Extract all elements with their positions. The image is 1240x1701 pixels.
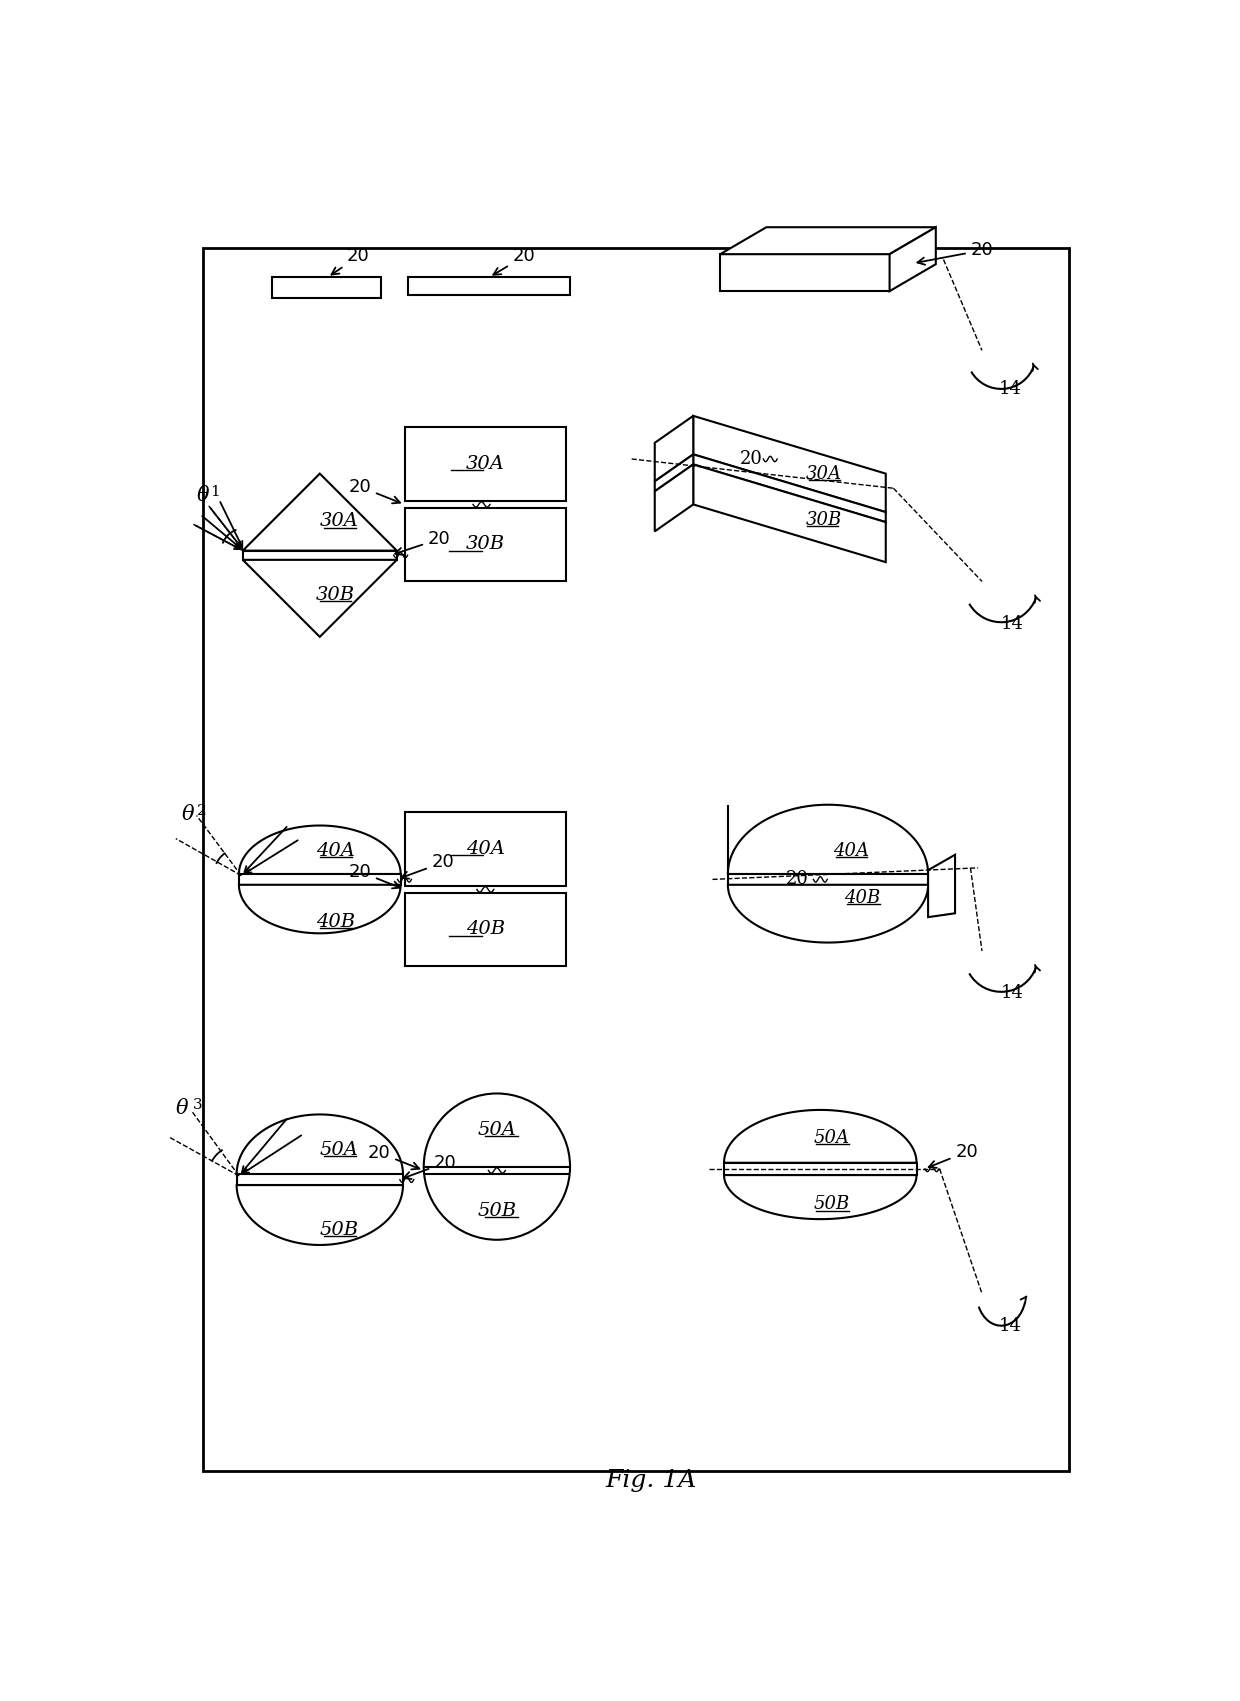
Polygon shape xyxy=(239,825,401,874)
Text: 2: 2 xyxy=(197,805,206,818)
Text: θ: θ xyxy=(197,486,210,505)
Polygon shape xyxy=(655,454,693,492)
Polygon shape xyxy=(724,1163,916,1175)
Text: 30A: 30A xyxy=(320,512,358,531)
Polygon shape xyxy=(693,415,885,512)
Text: 1: 1 xyxy=(211,485,221,498)
Polygon shape xyxy=(693,464,885,561)
Text: 30A: 30A xyxy=(806,464,842,483)
Polygon shape xyxy=(655,415,693,481)
Text: 30B: 30B xyxy=(316,587,355,604)
Polygon shape xyxy=(728,885,928,942)
Polygon shape xyxy=(928,856,955,917)
Polygon shape xyxy=(404,427,567,500)
Text: 14: 14 xyxy=(999,379,1022,398)
Text: 40B: 40B xyxy=(844,890,880,907)
Text: 40A: 40A xyxy=(316,842,355,861)
Text: θ: θ xyxy=(176,1099,188,1118)
Text: 50B: 50B xyxy=(320,1221,358,1238)
Text: 30B: 30B xyxy=(806,510,842,529)
Text: 3: 3 xyxy=(192,1097,202,1112)
Polygon shape xyxy=(243,473,397,551)
Text: 20: 20 xyxy=(348,862,401,888)
Text: 20: 20 xyxy=(368,1143,419,1169)
Text: 20: 20 xyxy=(331,247,370,274)
Text: 20: 20 xyxy=(402,854,454,879)
Text: 30B: 30B xyxy=(466,536,505,553)
Polygon shape xyxy=(237,1114,403,1174)
Text: Fig. 1A: Fig. 1A xyxy=(605,1470,697,1492)
Polygon shape xyxy=(237,1186,403,1245)
Polygon shape xyxy=(693,454,885,522)
Text: 14: 14 xyxy=(1001,614,1023,633)
Polygon shape xyxy=(243,560,397,636)
Text: 14: 14 xyxy=(999,1317,1022,1335)
Text: 20: 20 xyxy=(786,871,808,888)
Text: 40B: 40B xyxy=(466,920,505,939)
Text: 20: 20 xyxy=(396,531,450,555)
Polygon shape xyxy=(728,874,928,885)
Text: 20: 20 xyxy=(494,247,536,276)
Text: θ: θ xyxy=(181,805,193,823)
Polygon shape xyxy=(655,464,693,531)
Polygon shape xyxy=(239,874,401,885)
Text: 20: 20 xyxy=(929,1143,978,1169)
Polygon shape xyxy=(889,228,936,291)
Text: 40B: 40B xyxy=(316,913,355,930)
Polygon shape xyxy=(724,1111,916,1163)
Polygon shape xyxy=(404,813,567,886)
Text: 50A: 50A xyxy=(320,1141,358,1158)
Polygon shape xyxy=(724,1175,916,1220)
Text: 50B: 50B xyxy=(477,1201,517,1220)
Text: 20: 20 xyxy=(739,451,763,468)
Text: 14: 14 xyxy=(1001,985,1023,1002)
Polygon shape xyxy=(728,805,928,874)
Polygon shape xyxy=(404,509,567,582)
Text: 50A: 50A xyxy=(477,1121,516,1138)
Polygon shape xyxy=(720,228,936,253)
Text: 40A: 40A xyxy=(833,842,869,861)
Polygon shape xyxy=(272,277,382,298)
Text: 20: 20 xyxy=(918,242,993,265)
Text: 50A: 50A xyxy=(813,1129,849,1146)
Polygon shape xyxy=(243,551,397,560)
Text: 30A: 30A xyxy=(466,454,505,473)
Polygon shape xyxy=(404,893,567,966)
Text: 40A: 40A xyxy=(466,840,505,857)
Circle shape xyxy=(424,1094,570,1240)
Text: 50B: 50B xyxy=(813,1196,849,1213)
Polygon shape xyxy=(237,1174,403,1186)
Polygon shape xyxy=(239,885,401,934)
Polygon shape xyxy=(408,277,570,294)
Text: 20: 20 xyxy=(348,478,401,503)
Polygon shape xyxy=(720,253,889,291)
Text: 20: 20 xyxy=(403,1153,456,1179)
